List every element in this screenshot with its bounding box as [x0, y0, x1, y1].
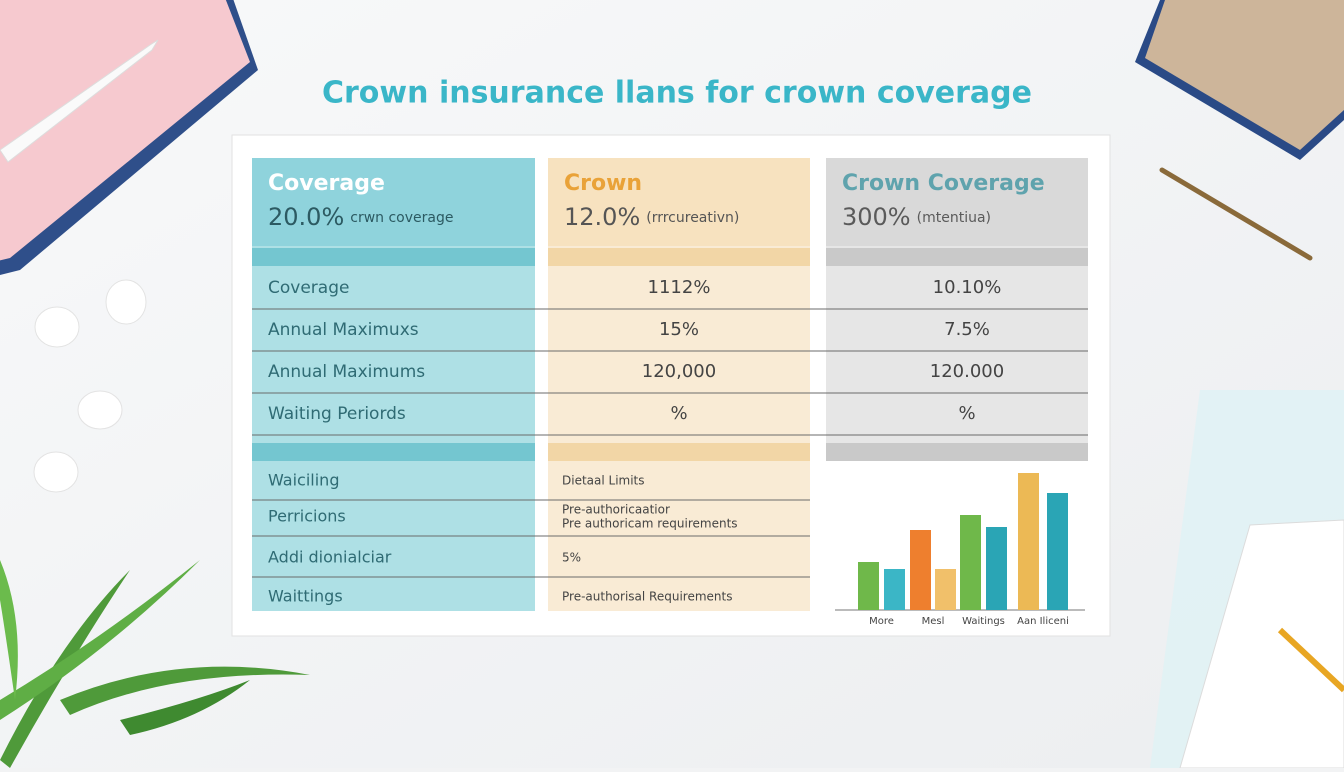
gold-pen: [1159, 167, 1313, 261]
cell: Pre-authoricaatior: [562, 503, 670, 517]
header-band: [548, 248, 810, 266]
table: Coverage 20.0% crwn coverage Crown 12.0% (rrr…: [252, 158, 1088, 627]
column-heading: Coverage: [268, 171, 385, 196]
mid-band: [252, 443, 535, 461]
glass-panel: [1150, 390, 1344, 769]
tan-box: [1135, 0, 1344, 160]
pencil: [1277, 627, 1344, 693]
row-label: Waiting Periords: [268, 404, 406, 424]
cell: 15%: [659, 319, 699, 340]
cell: 120.000: [930, 361, 1004, 382]
cell: %: [958, 403, 975, 424]
bar: [960, 515, 981, 610]
row-label: Annual Maximums: [268, 362, 425, 382]
mid-band: [548, 443, 810, 461]
cell: Pre-authorisal Requirements: [562, 590, 732, 604]
row-label: Annual Maximuxs: [268, 320, 419, 340]
bar: [1047, 493, 1068, 610]
cell: 10.10%: [933, 277, 1002, 298]
row-label: Perricions: [268, 507, 346, 526]
header-band: [826, 248, 1088, 266]
cell: 5%: [562, 551, 581, 565]
column-value: 12.0% (rrrcureativn): [564, 203, 739, 231]
column-header: [548, 158, 810, 246]
cell: 1112%: [648, 277, 711, 298]
teeth: [33, 279, 147, 493]
column-heading: Crown Coverage: [842, 171, 1045, 196]
bar: [1018, 473, 1039, 610]
plant: [0, 560, 310, 768]
x-tick-label: Aan Iliceni: [1017, 616, 1069, 627]
header-band: [252, 248, 535, 266]
pink-notebook: [0, 0, 258, 275]
column-value: 300% (mtentiua): [842, 203, 991, 231]
cell: 120,000: [642, 361, 716, 382]
column-header: [252, 158, 535, 246]
x-tick-label: More: [869, 616, 894, 627]
value: 300%: [842, 203, 911, 231]
x-tick-label: Mesl: [922, 616, 945, 627]
row-label: Waittings: [268, 587, 343, 606]
row-label: Coverage: [268, 278, 349, 298]
cell: 7.5%: [944, 319, 990, 340]
bar: [858, 562, 879, 610]
column-heading: Crown: [564, 171, 642, 196]
x-tick-label: Waitings: [962, 616, 1005, 627]
note: (mtentiua): [917, 210, 991, 226]
bar: [910, 530, 931, 610]
title: Crown insurance llans for crown coverage: [322, 76, 1032, 111]
cell: Pre authoricam requirements: [562, 517, 738, 531]
bar: [986, 527, 1007, 610]
note: crwn coverage: [350, 210, 453, 226]
bar: [884, 569, 905, 610]
pen: [0, 39, 159, 163]
row-label: Addi dionialciar: [268, 548, 392, 567]
note: (rrrcureativn): [646, 210, 739, 226]
mid-band: [826, 443, 1088, 461]
row-label: Waiciling: [268, 471, 339, 490]
cell: Dietaal Limits: [562, 474, 645, 488]
bar: [935, 569, 956, 610]
column-header: [826, 158, 1088, 246]
column-value: 20.0% crwn coverage: [268, 203, 453, 231]
value: 20.0%: [268, 203, 344, 231]
value: 12.0%: [564, 203, 640, 231]
cell: %: [670, 403, 687, 424]
